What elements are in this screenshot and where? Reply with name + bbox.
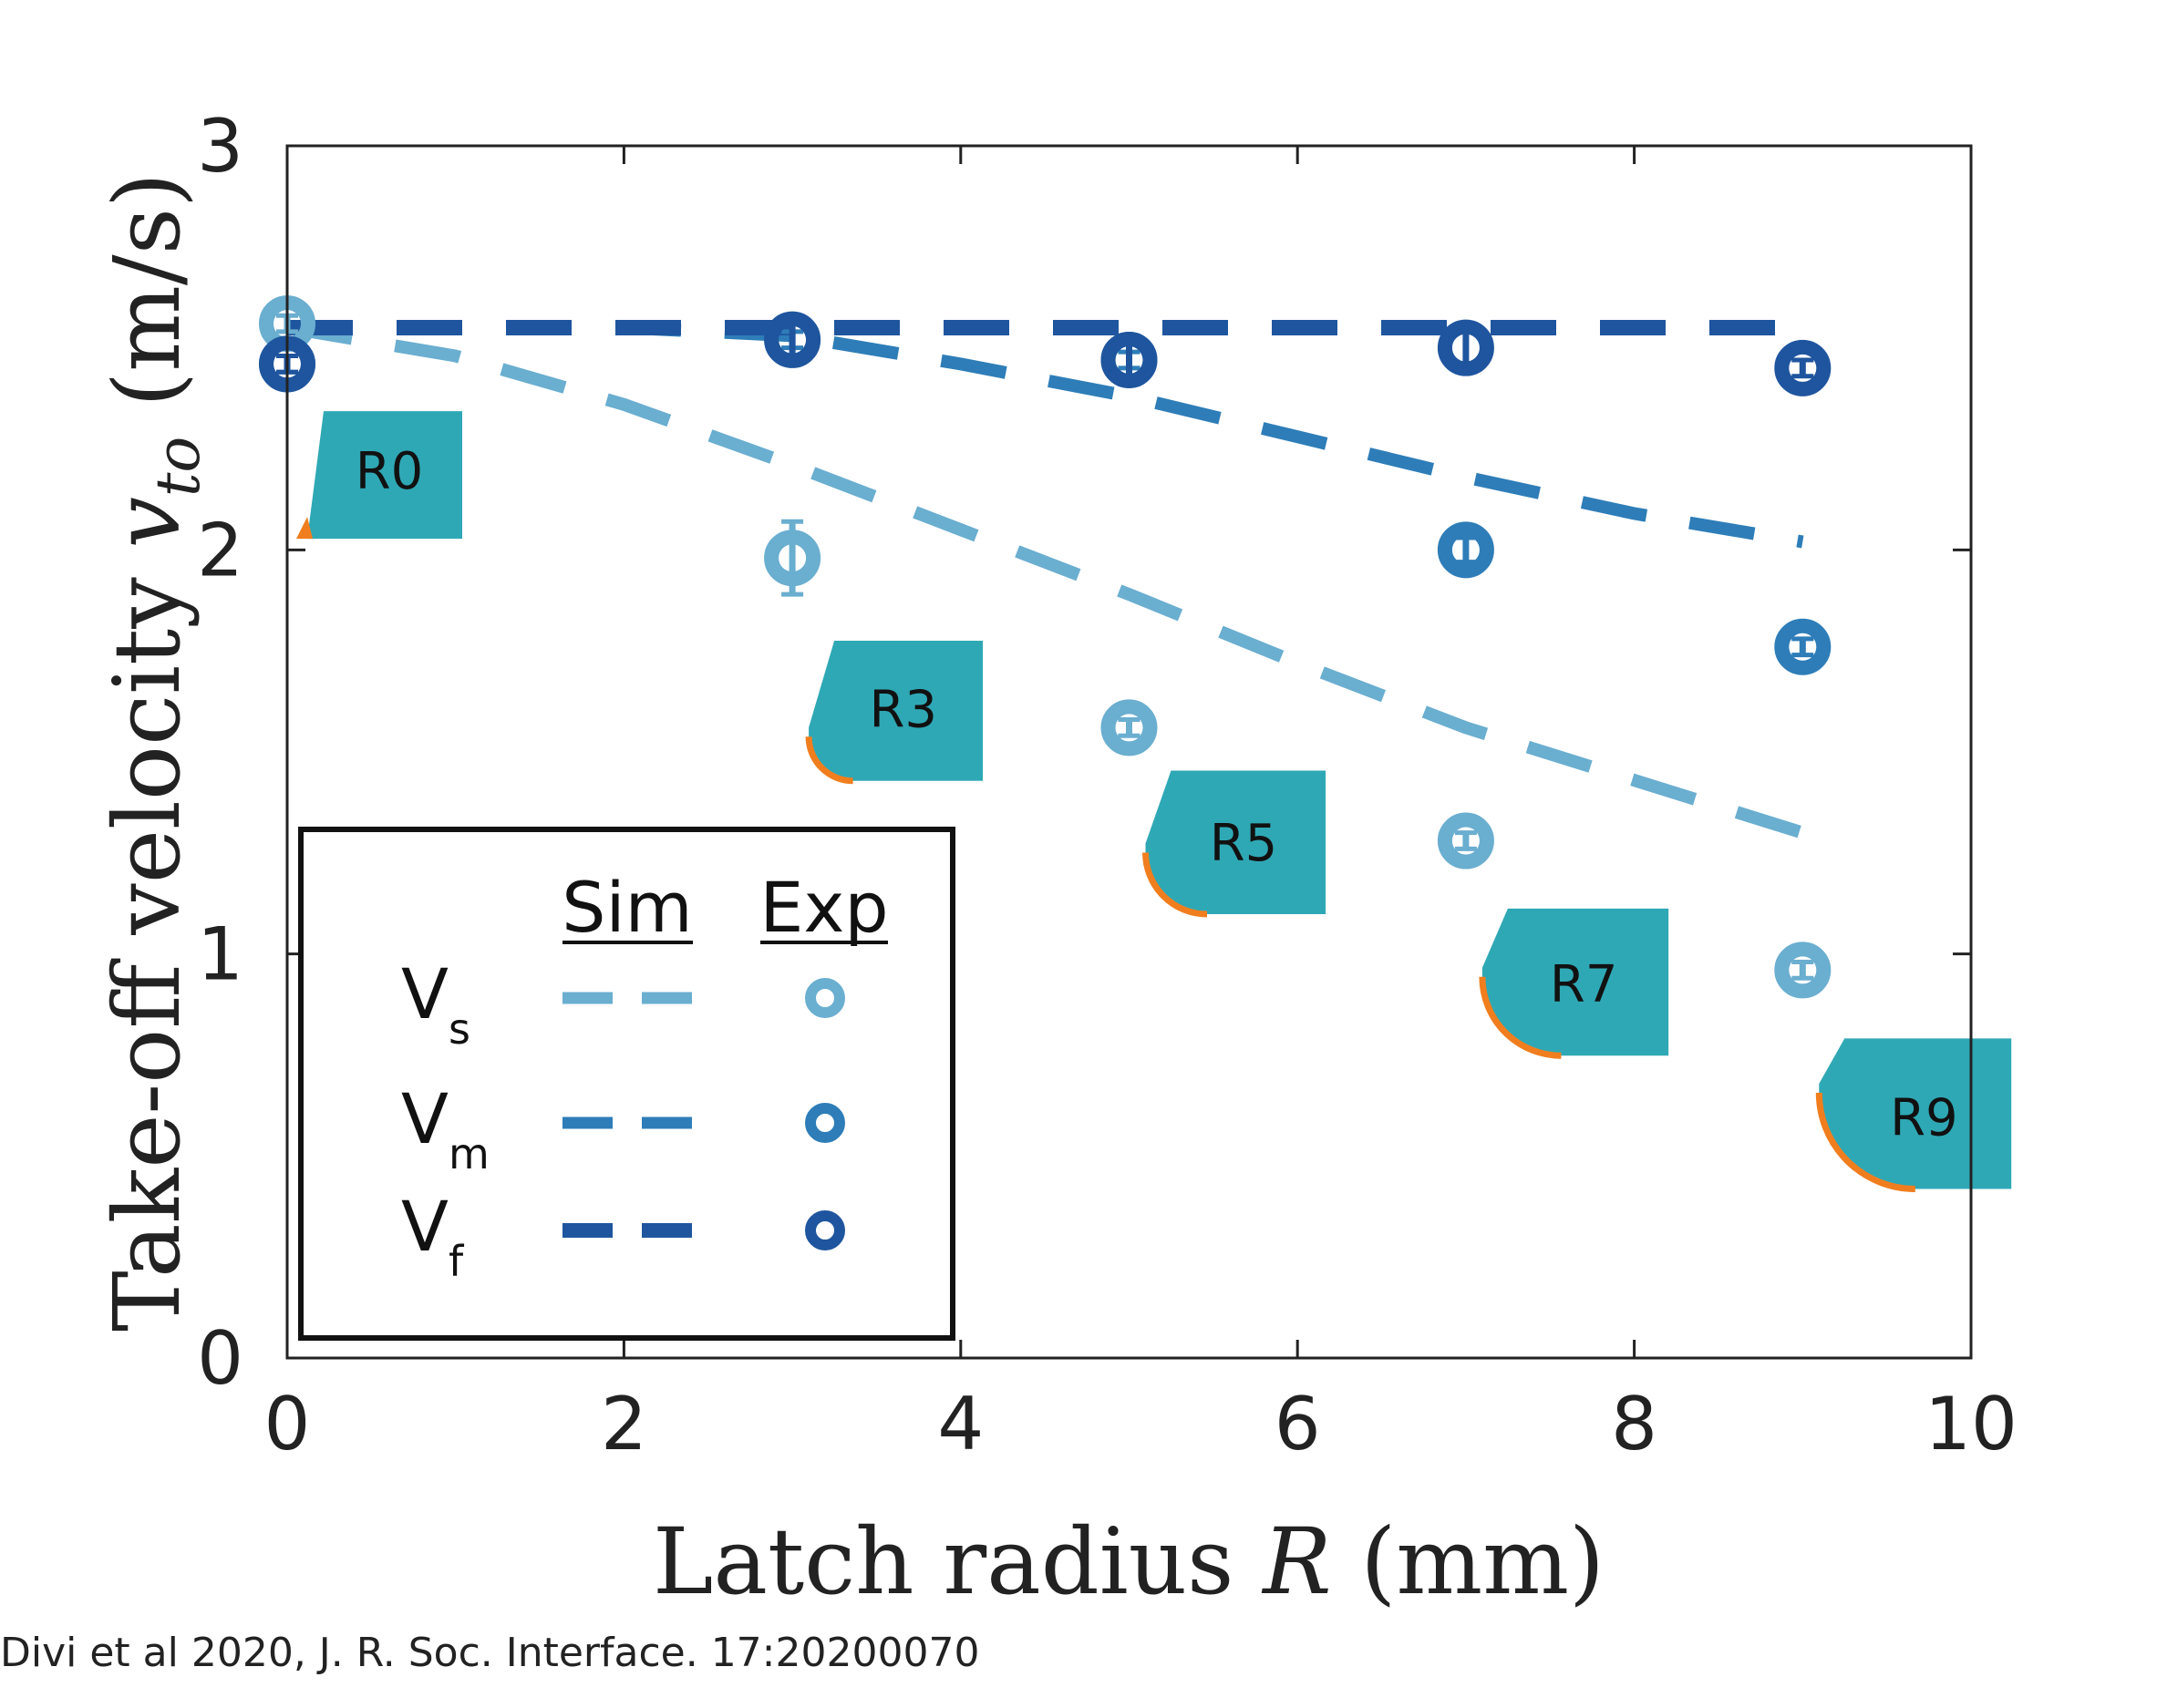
exp-marker bbox=[1774, 941, 1832, 999]
x-tick-label: 10 bbox=[1925, 1382, 2018, 1466]
latch-label: R0 bbox=[356, 442, 424, 501]
x-tick-label: 2 bbox=[601, 1382, 647, 1466]
sim-line-vs bbox=[285, 321, 1805, 839]
legend-exp-swatch bbox=[805, 1210, 845, 1250]
latch-body bbox=[1145, 770, 1326, 915]
plot-frame bbox=[285, 144, 1973, 1360]
exp-point-vs bbox=[1437, 812, 1494, 869]
legend-series-subscript: f bbox=[449, 1237, 465, 1286]
latch-label: R7 bbox=[1550, 955, 1618, 1014]
latch-contact-edge bbox=[1142, 852, 1208, 918]
latch-body bbox=[809, 641, 984, 781]
y-axis-label: Take-off velocity vto (m/s) bbox=[94, 172, 213, 1332]
latch-r5: R5 bbox=[1142, 770, 1326, 918]
latch-contact-edge bbox=[1815, 1092, 1915, 1192]
y-tick-label: 1 bbox=[197, 912, 243, 997]
latch-shapes-layer: R0 R3 R5 R7 R9 bbox=[296, 411, 2012, 1192]
exp-marker bbox=[1437, 521, 1494, 579]
x-axis-label: Latch radius R (mm) bbox=[653, 1508, 1605, 1615]
legend-series-name: V bbox=[401, 1186, 449, 1267]
latch-body bbox=[1819, 1038, 2012, 1189]
axes-layer bbox=[285, 144, 1973, 1360]
exp-point-vs bbox=[1100, 699, 1158, 756]
exp-point-vm bbox=[1774, 618, 1832, 675]
simulation-lines-layer bbox=[285, 320, 1805, 839]
latch-body bbox=[307, 411, 462, 540]
latch-contact-edge bbox=[1479, 976, 1562, 1059]
latch-r0: R0 bbox=[296, 411, 462, 540]
legend-series-name: V bbox=[401, 953, 449, 1034]
citation: Divi et al 2020, J. R. Soc. Interface. 1… bbox=[0, 1630, 980, 1676]
exp-marker bbox=[764, 311, 821, 368]
exp-point-vs bbox=[764, 519, 821, 597]
sim-line-vm bbox=[287, 321, 1804, 549]
y-tick-label: 0 bbox=[197, 1316, 243, 1401]
exp-marker bbox=[1100, 699, 1158, 756]
legend-exp-swatch bbox=[805, 978, 845, 1018]
latch-r7: R7 bbox=[1479, 908, 1669, 1059]
legend-exp-swatch bbox=[805, 1103, 845, 1143]
exp-marker bbox=[1437, 812, 1494, 869]
legend-header-exp: Exp bbox=[759, 867, 888, 948]
y-tick-label: 3 bbox=[197, 104, 243, 189]
x-tick-label: 4 bbox=[937, 1382, 984, 1466]
exp-point-vf bbox=[1437, 319, 1494, 376]
latch-contact-edge bbox=[805, 736, 853, 785]
latch-label: R5 bbox=[1210, 814, 1278, 873]
latch-label: R9 bbox=[1890, 1089, 1958, 1148]
exp-point-vf bbox=[764, 311, 821, 368]
latch-contact-edge bbox=[296, 517, 313, 540]
latch-r9: R9 bbox=[1815, 1038, 2012, 1192]
exp-point-vf bbox=[1774, 339, 1832, 396]
y-tick-label: 2 bbox=[197, 508, 243, 592]
exp-point-vf bbox=[1100, 331, 1158, 388]
latch-body bbox=[1481, 908, 1669, 1056]
legend-series-subscript: m bbox=[449, 1129, 490, 1178]
legend-header-sim: Sim bbox=[562, 867, 692, 948]
exp-point-vs bbox=[1774, 941, 1832, 999]
x-tick-label: 0 bbox=[264, 1382, 311, 1466]
latch-label: R3 bbox=[870, 681, 938, 740]
x-tick-label: 6 bbox=[1275, 1382, 1321, 1466]
exp-marker bbox=[1774, 339, 1832, 396]
exp-marker bbox=[1437, 319, 1494, 376]
latch-r3: R3 bbox=[805, 641, 984, 785]
legend-box bbox=[298, 827, 955, 1341]
legend-series-name: V bbox=[401, 1078, 449, 1159]
legend-series-subscript: s bbox=[449, 1004, 470, 1054]
tick-labels-layer: 0 2 4 6 8 10 0 1 2 3 bbox=[197, 104, 2018, 1466]
exp-marker bbox=[1774, 618, 1832, 675]
x-tick-label: 8 bbox=[1611, 1382, 1657, 1466]
exp-point-vm bbox=[1437, 521, 1494, 579]
